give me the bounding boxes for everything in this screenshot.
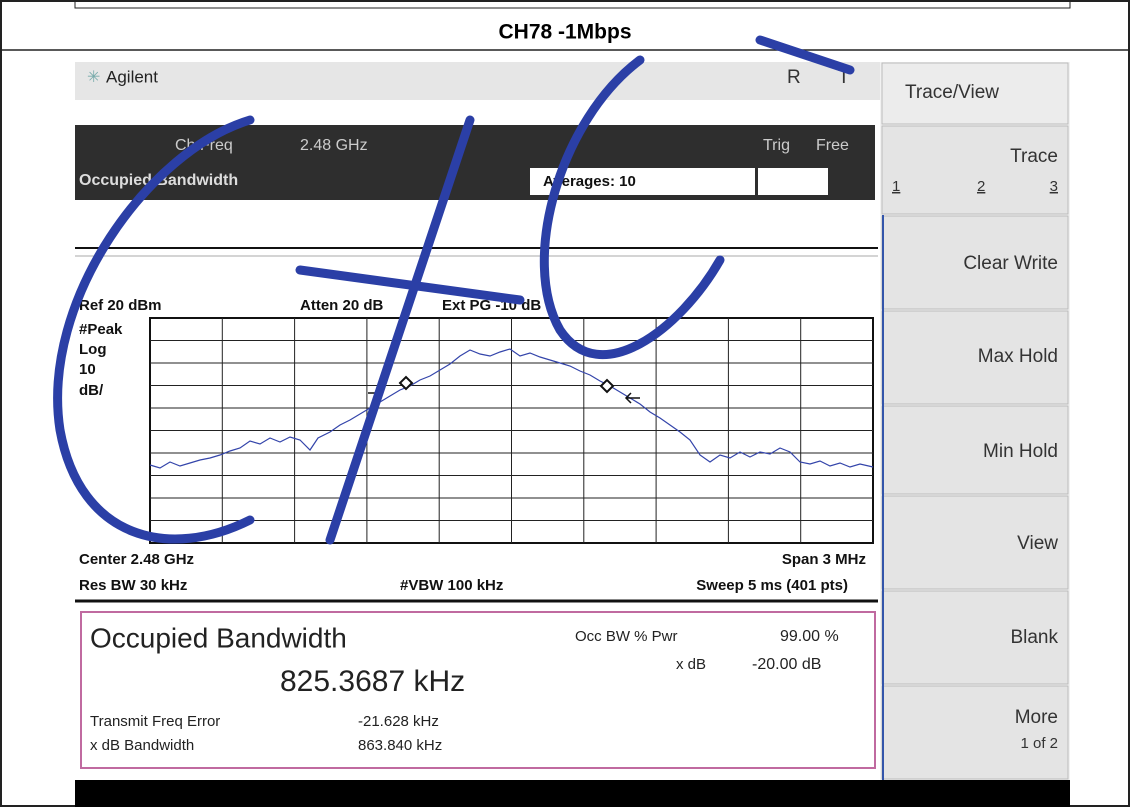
softkey[interactable]	[881, 495, 1069, 590]
label: Transmit Freq Error	[90, 713, 220, 730]
scale-label: dB/	[79, 382, 104, 399]
scale-label: Log	[79, 341, 107, 358]
results-box	[80, 611, 876, 769]
results-title: Occupied Bandwidth	[90, 622, 347, 653]
softkey[interactable]	[881, 215, 1069, 310]
softkey[interactable]	[881, 405, 1069, 495]
averages: Averages: 10	[543, 173, 636, 190]
softkey-label: Trace/View	[905, 82, 999, 103]
brand-icon: ✳	[87, 69, 100, 86]
center: Center 2.48 GHz	[79, 551, 194, 568]
softkey[interactable]	[881, 310, 1069, 405]
status-bar	[75, 780, 1070, 807]
softkey-label: View	[1017, 533, 1058, 554]
atten: Atten 20 dB	[300, 297, 384, 314]
scale-label: #Peak	[79, 321, 123, 338]
softkey[interactable]	[881, 685, 1069, 780]
value: -20.00 dB	[752, 656, 821, 673]
value: 2.48 GHz	[300, 137, 368, 154]
aux-box	[758, 168, 828, 195]
label: x dB Bandwidth	[90, 737, 194, 754]
top-strip	[74, 0, 1071, 9]
softkey-label: Blank	[1010, 627, 1058, 648]
label: Trig	[763, 137, 790, 154]
label: x dB	[676, 656, 706, 673]
softkey[interactable]	[881, 590, 1069, 685]
trace-number[interactable]: 2	[977, 178, 985, 195]
trace	[149, 348, 874, 469]
status: R	[787, 67, 801, 88]
softkey[interactable]	[881, 125, 1069, 215]
ref: Ref 20 dBm	[79, 297, 162, 314]
trace-number[interactable]: 1	[892, 178, 900, 195]
res-bw: Res BW 30 kHz	[79, 577, 187, 594]
brand: Agilent	[106, 67, 158, 86]
softkey[interactable]	[881, 62, 1069, 125]
span: Span 3 MHz	[782, 551, 866, 568]
value: 99.00 %	[780, 628, 839, 645]
scale-label: 10	[79, 361, 96, 378]
sweep: Sweep 5 ms (401 pts)	[696, 577, 848, 594]
label: Occ BW % Pwr	[575, 628, 678, 645]
title: CH78 -1Mbps	[498, 21, 631, 44]
brand-bar	[75, 62, 880, 100]
vbw: #VBW 100 kHz	[400, 577, 503, 594]
averages-box	[530, 168, 755, 195]
trace-number[interactable]: 3	[1050, 178, 1058, 195]
marker	[398, 375, 615, 394]
softkey-label: More	[1015, 707, 1058, 728]
value: Free	[816, 137, 849, 154]
softkey-label: 1 of 2	[1020, 735, 1058, 752]
value: -21.628 kHz	[358, 713, 439, 730]
softkey-label: Clear Write	[963, 253, 1058, 274]
value: 863.840 kHz	[358, 737, 442, 754]
watermark	[53, 35, 855, 545]
softkey-label: Min Hold	[983, 441, 1058, 462]
results-value: 825.3687 kHz	[280, 665, 465, 698]
softkey-label: Trace	[1010, 146, 1058, 167]
softkey-label: Max Hold	[978, 346, 1058, 367]
